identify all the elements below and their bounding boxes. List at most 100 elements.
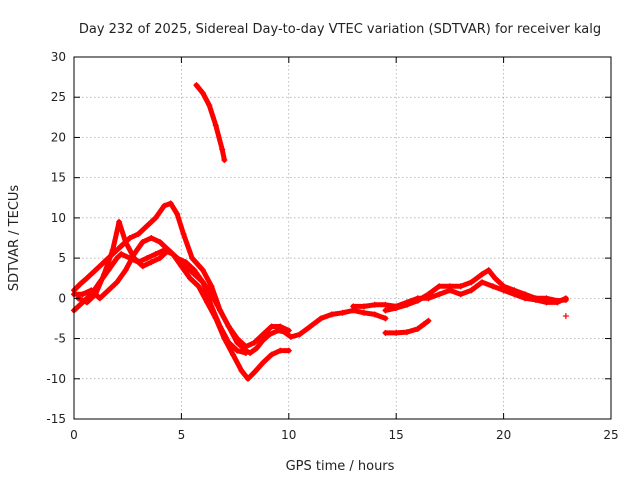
data-point — [148, 259, 155, 266]
data-point — [328, 311, 335, 318]
data-point — [403, 329, 410, 336]
data-point — [219, 146, 226, 153]
data-point — [285, 347, 292, 354]
data-point — [489, 283, 496, 290]
plot-frame — [73, 56, 612, 420]
data-point — [260, 359, 267, 366]
data-point — [382, 307, 389, 314]
chart-title: Day 232 of 2025, Sidereal Day-to-day VTE… — [79, 22, 601, 37]
data-point — [485, 267, 492, 274]
data-point — [174, 210, 181, 217]
data-point — [186, 275, 193, 282]
data-point — [436, 291, 443, 298]
data-point — [161, 202, 168, 209]
data-point — [360, 309, 367, 316]
data-point — [139, 239, 146, 246]
data-point — [446, 287, 453, 294]
data-point — [113, 279, 120, 286]
data-point — [318, 315, 325, 322]
data-point — [260, 337, 267, 344]
data-point — [174, 255, 181, 262]
data-point — [468, 287, 475, 294]
data-point — [199, 267, 206, 274]
data-point — [371, 301, 378, 308]
data-point — [266, 331, 273, 338]
data-point — [96, 295, 103, 302]
data-point — [251, 369, 258, 376]
data-point — [457, 291, 464, 298]
y-tick-label: 15 — [51, 171, 66, 185]
data-point — [296, 331, 303, 338]
data-point — [371, 311, 378, 318]
series-layer — [71, 82, 569, 382]
data-point — [83, 275, 90, 282]
data-point — [522, 295, 529, 302]
x-tick-label: 15 — [389, 428, 404, 442]
data-point — [156, 239, 163, 246]
data-point — [277, 347, 284, 354]
data-point — [122, 239, 129, 246]
y-tick-label: -10 — [46, 372, 66, 386]
data-point — [217, 307, 224, 314]
data-point — [118, 251, 125, 258]
data-point — [479, 271, 486, 278]
y-tick-label: 25 — [51, 90, 66, 104]
data-point — [118, 243, 125, 250]
data-point — [189, 255, 196, 262]
data-point — [109, 247, 116, 254]
data-point — [221, 156, 228, 163]
data-point — [414, 325, 421, 332]
x-tick-label: 0 — [70, 428, 78, 442]
data-point — [287, 333, 294, 340]
y-tick-label: 10 — [51, 211, 66, 225]
data-point — [199, 279, 206, 286]
data-point — [180, 230, 187, 237]
y-axis-label: SDTVAR / TECUs — [7, 185, 22, 292]
data-point — [393, 329, 400, 336]
data-point — [135, 230, 142, 237]
data-point — [285, 327, 292, 334]
data-point — [144, 222, 151, 229]
x-tick-label: 20 — [496, 428, 511, 442]
data-point — [532, 296, 539, 303]
data-point — [562, 295, 569, 302]
grid — [74, 57, 611, 419]
data-point — [277, 323, 284, 330]
x-tick-label: 5 — [178, 428, 186, 442]
series-track-e — [193, 82, 227, 163]
data-point — [195, 283, 202, 290]
data-point — [148, 235, 155, 241]
data-point — [113, 255, 120, 262]
data-point — [382, 329, 389, 336]
data-point — [543, 299, 550, 306]
data-point — [208, 303, 215, 310]
data-point — [268, 351, 275, 358]
data-point — [242, 343, 249, 350]
data-point — [253, 345, 260, 352]
x-tick-label: 25 — [603, 428, 618, 442]
data-point — [193, 82, 200, 89]
data-point — [234, 347, 241, 354]
data-point — [414, 295, 421, 302]
y-tick-label: 20 — [51, 130, 66, 144]
data-point — [251, 339, 258, 346]
data-point — [350, 303, 357, 310]
data-point — [199, 90, 206, 97]
data-point — [492, 275, 499, 282]
data-point — [206, 102, 213, 109]
data-point — [152, 214, 159, 221]
data-point — [425, 317, 432, 324]
data-point — [144, 255, 151, 262]
data-point — [105, 287, 112, 294]
data-point — [403, 299, 410, 306]
data-point — [229, 351, 236, 358]
data-point — [457, 283, 464, 290]
data-point — [156, 255, 163, 262]
ticks: 0 5 10 15 20 25 -15 -10 -5 0 5 10 15 20 25 30 — [46, 50, 618, 442]
data-point — [360, 303, 367, 310]
data-point — [83, 299, 90, 306]
y-tick-label: -5 — [54, 332, 66, 346]
data-point — [116, 218, 123, 225]
data-point — [217, 323, 224, 330]
